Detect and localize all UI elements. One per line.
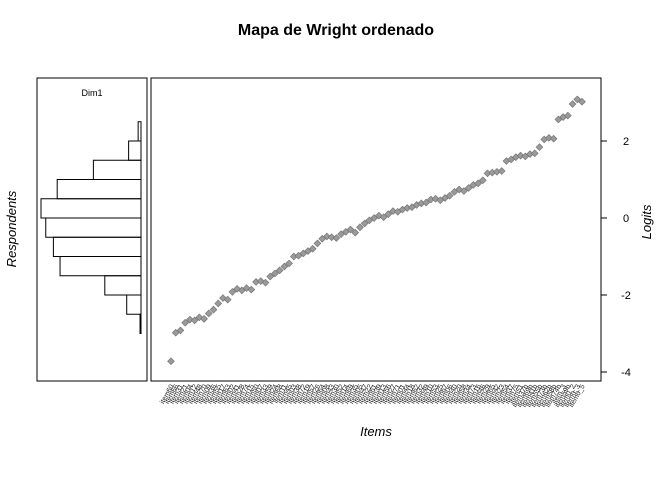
item-point [384, 210, 393, 218]
item-point [545, 134, 553, 142]
logits-tick-label: -2 [621, 290, 631, 302]
item-point [214, 299, 223, 308]
item-points [167, 95, 586, 366]
person-histogram [40, 121, 142, 334]
item-point [497, 167, 506, 175]
item-point [332, 234, 341, 242]
histogram-bar [128, 140, 142, 161]
logits-axis-label: Logits [639, 204, 654, 239]
item-point [167, 357, 175, 366]
item-point [346, 225, 355, 234]
item-point [313, 239, 322, 248]
item-point [242, 284, 251, 292]
item-point [375, 211, 383, 220]
item-point [223, 295, 232, 304]
item-point [204, 309, 213, 318]
person-panel-frame [36, 77, 148, 382]
logits-tick-label: 2 [623, 136, 629, 148]
item-point [379, 213, 388, 222]
item-point [280, 262, 289, 271]
histogram-bar [104, 275, 142, 296]
logits-tick-label: 0 [623, 213, 629, 225]
item-point [261, 278, 270, 287]
item-point [474, 179, 482, 188]
person-panel-label: Dim1 [81, 88, 102, 98]
item-point [564, 111, 572, 120]
histogram-bar [45, 217, 142, 238]
item-point [356, 223, 364, 232]
item-point [308, 244, 317, 253]
item-panel-frame [150, 77, 602, 382]
item-point [568, 100, 577, 108]
item-point [176, 326, 185, 335]
item-point [247, 285, 256, 294]
item-point [181, 318, 189, 327]
item-point [219, 294, 227, 302]
item-labels: item60item66item31item21item04item12item… [159, 383, 587, 408]
histogram-bar [59, 256, 142, 277]
item-point [285, 259, 293, 268]
item-point [530, 149, 539, 158]
item-point [464, 184, 473, 192]
item-point [275, 266, 284, 275]
respondents-axis-label: Respondents [4, 190, 19, 267]
item-point [360, 219, 369, 228]
item-point [460, 187, 468, 195]
item-point [266, 272, 275, 281]
item-point [478, 176, 487, 185]
item-point [578, 97, 586, 106]
histogram-bar [52, 236, 142, 257]
item-point [445, 191, 454, 200]
item-point [186, 315, 194, 324]
item-point [516, 151, 525, 160]
logits-axis-ticks: -4 -2 0 2 [601, 136, 631, 379]
logits-tick-label: -4 [621, 367, 631, 379]
histogram-bar [126, 294, 142, 315]
item-point [209, 305, 218, 314]
histogram-bar [56, 179, 142, 200]
histogram-bar [40, 198, 142, 219]
item-point [351, 228, 360, 237]
item-point [327, 233, 336, 242]
item-point [228, 288, 237, 296]
item-point [549, 134, 558, 143]
item-point [389, 207, 397, 215]
item-point [535, 143, 544, 151]
item-point [190, 316, 199, 325]
chart-title: Mapa de Wright ordenado [238, 22, 434, 39]
item-point [422, 198, 430, 207]
histogram-bar [92, 159, 142, 180]
item-point [200, 315, 208, 323]
item-point [323, 232, 331, 241]
item-point [271, 269, 279, 278]
items-axis-label: Items [360, 424, 392, 439]
